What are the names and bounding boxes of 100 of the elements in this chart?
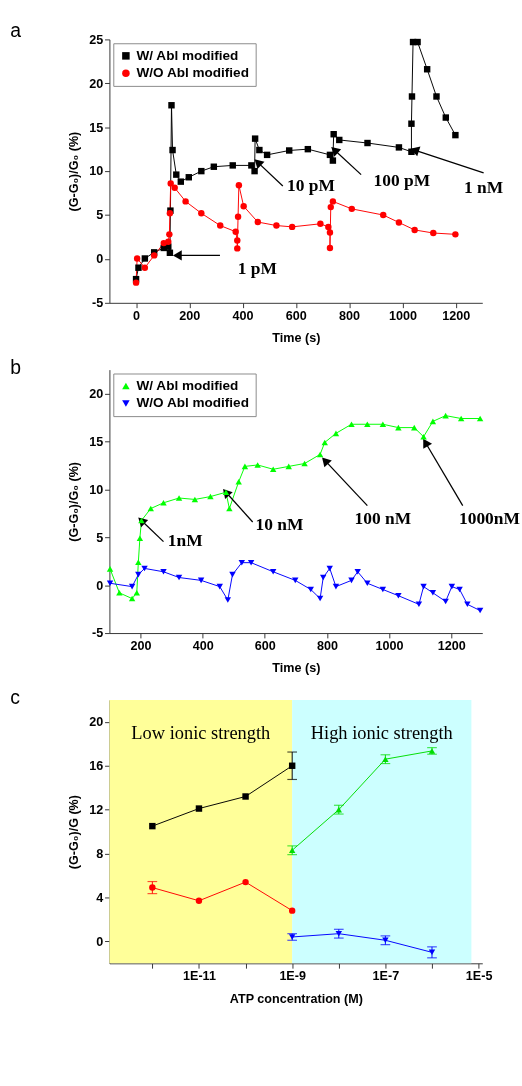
point [325, 223, 332, 231]
point [364, 580, 371, 587]
annotation: 10 pM [287, 174, 336, 195]
point [429, 590, 437, 596]
legend-label: W/O Abl modified [136, 65, 249, 81]
band-label: High ionic strength [310, 722, 453, 743]
y-tick-label: 20 [89, 715, 104, 730]
point [160, 568, 167, 575]
point [234, 237, 241, 244]
x-axis-title: Time (s) [272, 661, 321, 676]
point [251, 167, 258, 175]
point [128, 583, 136, 590]
point [136, 535, 144, 542]
annotation: 1 nM [464, 176, 504, 197]
x-axis-title: Time (s) [272, 331, 321, 346]
point [269, 568, 277, 575]
y-axis-title: (G-G₀)/G₀ (%) [67, 131, 82, 212]
y-tick-label: 16 [89, 759, 104, 774]
point [132, 279, 140, 286]
point [364, 421, 371, 428]
point [476, 415, 484, 422]
point [364, 139, 371, 147]
point [254, 218, 261, 226]
point [327, 203, 334, 211]
point [408, 120, 415, 127]
x-tick-label: 400 [192, 639, 214, 654]
point [133, 255, 141, 262]
x-axis-title: ATP concentration (M) [229, 991, 363, 1006]
point [234, 245, 241, 252]
point [198, 167, 205, 175]
point [408, 93, 416, 100]
x-tick-label: 400 [232, 308, 254, 323]
x-tick-label: 1E-11 [183, 969, 216, 984]
point [395, 219, 403, 226]
point [171, 184, 178, 192]
point [326, 229, 334, 236]
x-tick-label: 600 [285, 308, 307, 323]
x-tick-label: 1E-9 [279, 969, 306, 984]
y-axis-title: (G-G₀)/G₀ (%) [67, 461, 82, 542]
point [232, 228, 239, 235]
point [182, 198, 189, 205]
point [395, 144, 403, 151]
y-tick-label: 25 [89, 32, 104, 47]
y-tick-label: 15 [89, 434, 104, 449]
x-tick-label: 200 [130, 639, 152, 654]
point [234, 213, 242, 220]
point [348, 205, 356, 213]
point [133, 590, 140, 596]
chart-title: c [10, 685, 21, 708]
point [332, 430, 340, 437]
point [177, 178, 185, 185]
point [379, 421, 387, 428]
point [269, 466, 277, 473]
annotation: 10 nM [255, 513, 304, 534]
annotation: 100 nM [354, 507, 412, 528]
point [288, 223, 296, 231]
band-label: Low ionic strength [131, 722, 271, 743]
point [429, 418, 437, 425]
y-tick-label: 0 [96, 578, 104, 593]
point [430, 229, 437, 237]
point [254, 462, 261, 468]
legend-label: W/ Abl modified [136, 47, 239, 63]
point [166, 231, 173, 238]
y-tick-label: 15 [89, 120, 104, 135]
point [169, 146, 176, 154]
point [452, 231, 459, 238]
point [380, 211, 387, 219]
point [285, 463, 292, 470]
x-tick-label: 800 [339, 308, 361, 323]
point [476, 607, 484, 614]
point [273, 222, 280, 229]
point [240, 203, 247, 210]
point [420, 583, 427, 590]
point [141, 255, 149, 262]
point [348, 421, 355, 428]
point [106, 566, 114, 572]
x-tick-label: 200 [179, 308, 201, 323]
x-tick-label: 1000 [388, 308, 417, 323]
x-tick-label: 0 [133, 308, 141, 323]
point [167, 180, 174, 187]
point [251, 135, 259, 142]
y-tick-label: -5 [91, 626, 104, 641]
point [433, 93, 440, 100]
x-tick-label: 1E-7 [372, 969, 400, 984]
annotation: 1 pM [237, 258, 277, 279]
point [316, 451, 324, 458]
point [198, 210, 205, 217]
y-tick-label: 20 [89, 76, 104, 91]
y-tick-label: 8 [96, 846, 104, 861]
point [141, 264, 149, 271]
point [408, 148, 415, 156]
point [354, 568, 361, 575]
point [442, 114, 450, 121]
annotation: 100 pM [373, 170, 431, 191]
x-tick-label: 600 [254, 639, 276, 654]
point [216, 583, 223, 590]
point [229, 571, 236, 578]
point [241, 463, 249, 470]
legend-label: W/O Abl modified [136, 395, 249, 411]
y-tick-label: 10 [89, 164, 104, 179]
